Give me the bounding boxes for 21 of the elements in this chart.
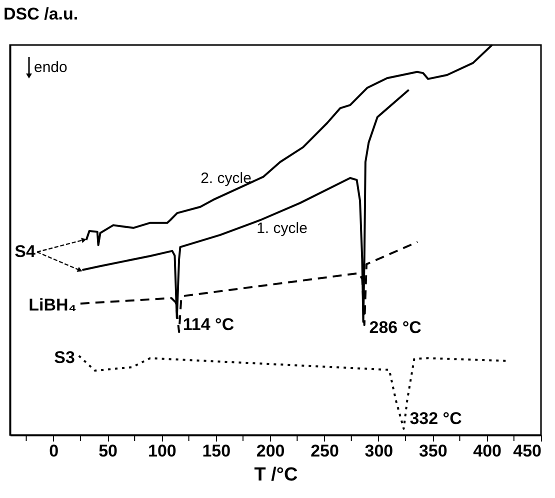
x-tick-label: 200: [256, 442, 285, 460]
x-tick-label: 100: [148, 442, 176, 460]
series-label: S3: [54, 348, 75, 367]
x-tick-label: 250: [310, 442, 339, 460]
x-tick-label: 150: [202, 442, 231, 460]
x-tick-label: 300: [364, 442, 394, 460]
x-tick-label: 400: [473, 442, 502, 460]
x-axis-title: T /°C: [254, 464, 298, 486]
x-tick-label: 350: [418, 442, 448, 460]
annotation: endo: [34, 59, 68, 76]
annotation: 114 °C: [182, 314, 234, 334]
annotation: 332 °C: [410, 408, 462, 428]
x-tick-label: 0: [49, 442, 59, 460]
annotation: S4: [14, 242, 36, 261]
annotation: 2. cycle: [200, 170, 252, 187]
x-tick-label: 50: [98, 442, 118, 460]
series-label: LiBH₄: [28, 296, 76, 315]
annotation: 286 °C: [369, 318, 422, 338]
annotation: 1. cycle: [256, 220, 308, 237]
y-axis-title: DSC /a.u.: [4, 4, 78, 24]
x-tick-label: 450: [513, 442, 542, 460]
